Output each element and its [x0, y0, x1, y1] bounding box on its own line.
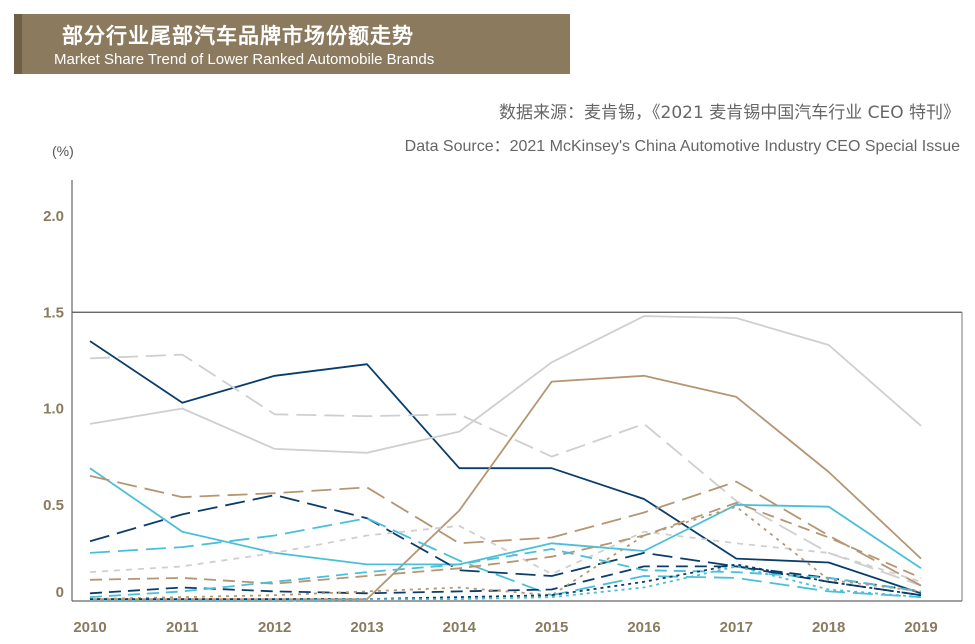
x-tick-label: 2011: [166, 619, 199, 636]
tick-labels: 0 0.5 1.0 1.5 2.0 2010 2011 2012 2013 2014 2015 201…: [43, 208, 938, 636]
series-line-6: [89, 475, 922, 587]
y-tick-label: 0: [56, 584, 64, 601]
source-note-chinese: 数据来源：麦肯锡，《2021 麦肯锡中国汽车行业 CEO 特刊》: [499, 103, 960, 123]
series-line-13: [89, 505, 922, 600]
x-tick-label: 2018: [812, 619, 845, 636]
title-bar: 部分行业尾部汽车品牌市场份额走势 Market Share Trend of L…: [14, 14, 570, 74]
x-tick-label: 2017: [720, 619, 753, 636]
chart-axes: [71, 180, 963, 602]
x-tick-label: 2014: [443, 619, 477, 636]
series-line-15: [90, 565, 922, 602]
y-tick-label: 1.5: [43, 304, 64, 321]
y-tick-label: 0.5: [43, 497, 64, 514]
series-line-10: [89, 501, 922, 585]
source-note-english: Data Source：2021 McKinsey's China Automo…: [404, 138, 960, 155]
x-tick-label: 2015: [535, 619, 568, 636]
series-line-2: [89, 315, 922, 454]
x-tick-label: 2010: [73, 619, 106, 636]
series-line-11: [89, 565, 922, 595]
chart-title-chinese: 部分行业尾部汽车品牌市场份额走势: [62, 24, 414, 48]
x-tick-label: 2013: [350, 619, 383, 636]
series-line-4: [90, 374, 922, 600]
series-layer: [89, 315, 922, 602]
series-line-3: [89, 353, 922, 587]
series-line-1: [89, 340, 922, 595]
series-line-8: [89, 517, 922, 598]
series-line-14: [90, 563, 922, 600]
series-line-12: [89, 548, 922, 598]
series-line-7: [89, 494, 922, 597]
y-axis-unit: (%): [52, 143, 74, 159]
chart-title-english: Market Share Trend of Lower Ranked Autom…: [54, 51, 435, 68]
y-tick-label: 2.0: [43, 208, 64, 225]
series-line-5: [89, 467, 922, 570]
series-line-9: [89, 525, 922, 583]
x-tick-label: 2019: [904, 619, 937, 636]
x-tick-label: 2012: [258, 619, 291, 636]
x-tick-label: 2016: [627, 619, 660, 636]
y-tick-label: 1.0: [43, 401, 64, 418]
